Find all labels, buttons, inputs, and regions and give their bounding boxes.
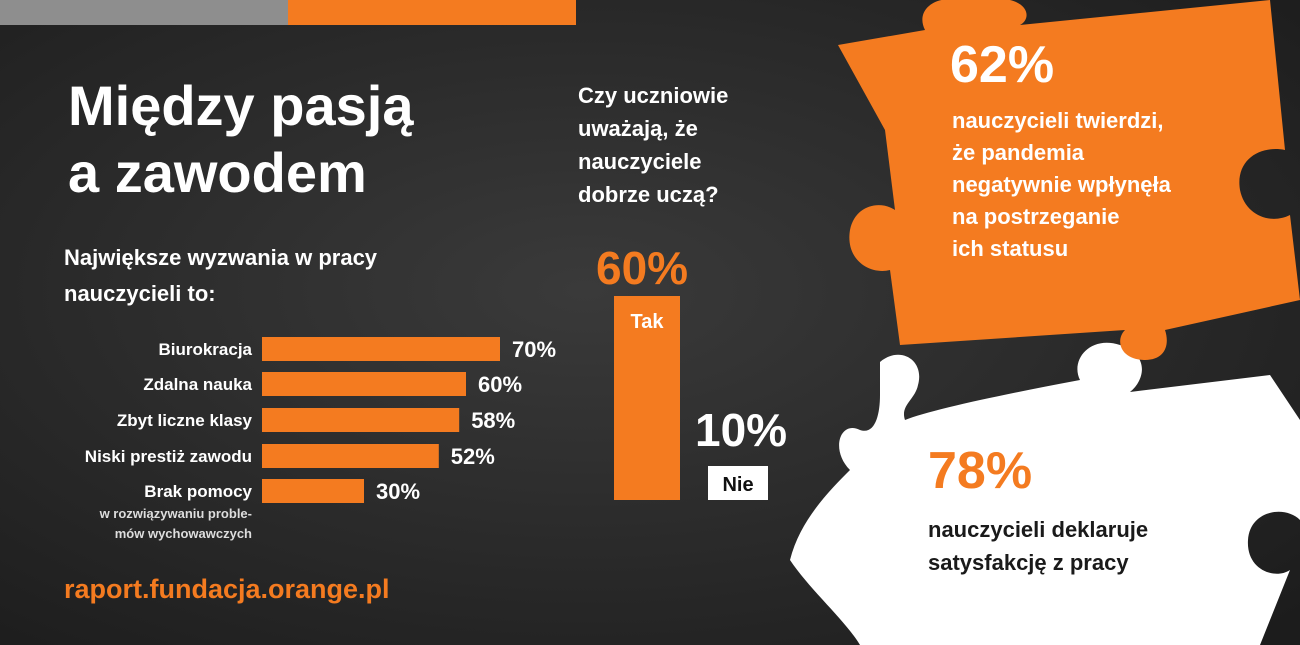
value-label: 60%	[478, 372, 522, 397]
subtitle: nauczycieli to:	[64, 281, 216, 306]
question: dobrze uczą?	[578, 182, 719, 207]
bar	[614, 296, 680, 500]
url: raport.fundacja.orange.pl	[64, 574, 390, 604]
top-bar-orange	[288, 0, 576, 25]
category-note: mów wychowawczych	[115, 526, 252, 541]
category-label: Zdalna nauka	[143, 375, 252, 394]
bar	[262, 479, 364, 503]
bar	[262, 444, 439, 468]
puzzle-white	[790, 342, 1300, 645]
question: nauczyciele	[578, 149, 702, 174]
question: uważają, że	[578, 116, 698, 141]
category-label: Biurokracja	[158, 340, 252, 359]
stat-text: że pandemia	[952, 140, 1085, 165]
category-note: w rozwiązywaniu proble-	[99, 506, 252, 521]
value-label: 52%	[451, 444, 495, 469]
bar	[262, 372, 466, 396]
stat-text: nauczycieli deklaruje	[928, 517, 1148, 542]
stat-text: na postrzeganie	[952, 204, 1119, 229]
stat-text: nauczycieli twierdzi,	[952, 108, 1164, 133]
value-label: 10%	[695, 404, 787, 456]
stat-text: satysfakcję z pracy	[928, 550, 1129, 575]
category-label: Tak	[631, 311, 665, 333]
value-label: 58%	[471, 408, 515, 433]
puzzle-orange	[838, 0, 1300, 360]
title: a zawodem	[68, 141, 367, 204]
value-label: 30%	[376, 479, 420, 504]
bar	[708, 466, 768, 500]
stat: 78%	[928, 442, 1032, 500]
category-label: Nie	[722, 474, 753, 496]
stat: 62%	[950, 36, 1054, 94]
bar	[262, 408, 460, 432]
top-bar-gray	[0, 0, 288, 25]
stat-text: negatywnie wpłynęła	[952, 172, 1172, 197]
bar	[262, 337, 500, 361]
value-label: 60%	[596, 242, 688, 294]
category-label: Brak pomocy	[144, 482, 252, 501]
stat-text: ich statusu	[952, 236, 1068, 261]
category-label: Zbyt liczne klasy	[117, 411, 253, 430]
subtitle: Największe wyzwania w pracy	[64, 245, 378, 270]
question: Czy uczniowie	[578, 83, 728, 108]
value-label: 70%	[512, 337, 556, 362]
category-label: Niski prestiż zawodu	[85, 447, 252, 466]
title: Między pasją	[68, 74, 414, 137]
